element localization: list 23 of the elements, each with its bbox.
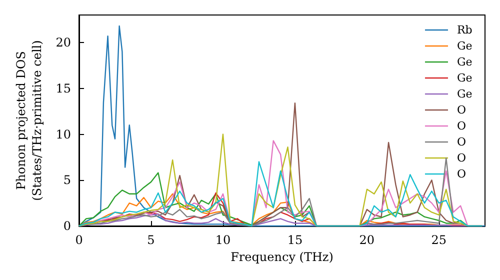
y-tick-label: 10 xyxy=(56,127,71,142)
x-tick-label: 15 xyxy=(287,233,303,247)
legend-label: O xyxy=(457,152,466,164)
legend-label: O xyxy=(457,120,466,132)
legend-label: O xyxy=(457,136,466,148)
x-tick-label: 5 xyxy=(147,233,155,247)
legend-label: Ge xyxy=(457,72,472,84)
y-tick-label: 5 xyxy=(63,173,71,188)
x-tick-label: 25 xyxy=(431,233,447,247)
y-axis-title: Phonon projected DOS (States/THz·primitive cell) xyxy=(14,40,44,201)
y-tick-label: 15 xyxy=(56,81,71,96)
x-tick-label: 10 xyxy=(215,233,231,247)
legend-label: O xyxy=(457,104,466,116)
x-axis-title: Frequency (THz) xyxy=(230,250,334,264)
legend-label: Ge xyxy=(457,40,472,52)
x-tick-label: 20 xyxy=(359,233,375,247)
legend-label: Rb xyxy=(457,24,472,36)
legend-label: Ge xyxy=(457,56,472,68)
y-tick-label: 0 xyxy=(63,219,71,233)
x-tick-label: 0 xyxy=(75,233,83,247)
legend-label: Ge xyxy=(457,88,472,100)
y-tick-label: 20 xyxy=(56,36,71,50)
legend-label: O xyxy=(457,168,466,180)
